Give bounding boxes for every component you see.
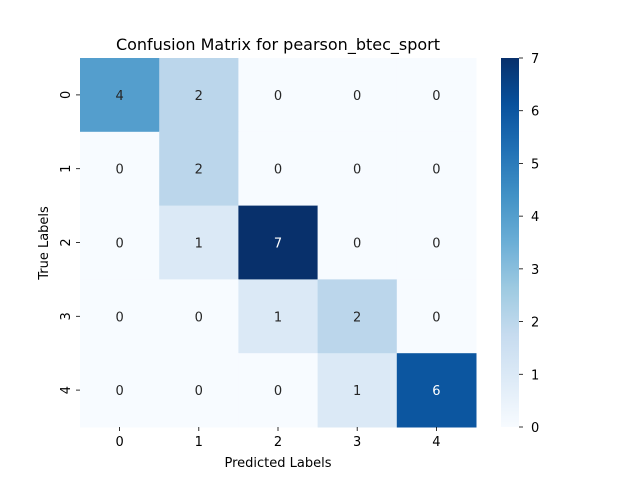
colorbar-tick-label: 7 [531, 52, 539, 67]
heatmap-cell [159, 131, 239, 207]
colorbar-tick-label: 5 [531, 157, 539, 172]
heatmap-cell [80, 205, 160, 280]
cell-value-label: 1 [274, 310, 282, 325]
cell-value-label: 0 [274, 384, 282, 399]
colorbar-tick-label: 4 [531, 210, 539, 225]
heatmap-cell [159, 58, 239, 133]
cell-value-label: 1 [195, 237, 203, 252]
cell-value-label: 1 [353, 384, 361, 399]
heatmap-cell [159, 353, 239, 428]
heatmap-cell [238, 58, 319, 133]
heatmap-cell [396, 279, 477, 354]
cell-value-label: 0 [432, 237, 440, 252]
cell-value-label: 0 [274, 163, 282, 178]
heatmap-cell [317, 131, 398, 207]
heatmap-cell [396, 131, 477, 207]
heatmap-cells [80, 58, 477, 428]
heatmap-cell [159, 279, 239, 354]
chart-title: Confusion Matrix for pearson_btec_sport [116, 35, 440, 55]
cell-value-label: 0 [432, 163, 440, 178]
cell-value-label: 7 [274, 237, 282, 252]
cell-value-label: 0 [115, 237, 123, 252]
heatmap-cell [238, 353, 319, 428]
heatmap-cell [396, 353, 477, 428]
cell-value-label: 2 [195, 163, 203, 178]
cell-value-label: 0 [353, 163, 361, 178]
heatmap-cell [238, 279, 319, 354]
y-tick-label: 4 [59, 386, 74, 394]
heatmap-cell [238, 205, 319, 280]
cell-value-label: 4 [115, 89, 123, 104]
y-axis-ticks: 0 1 2 3 4 [59, 91, 80, 394]
x-tick-label: 0 [115, 435, 123, 450]
heatmap-cell [238, 131, 319, 207]
y-tick-label: 2 [59, 238, 74, 246]
heatmap-cell [80, 353, 160, 428]
heatmap-cell [317, 58, 398, 133]
x-tick-label: 1 [195, 435, 203, 450]
colorbar [501, 58, 519, 427]
x-tick-label: 4 [432, 435, 440, 450]
cell-value-label: 0 [432, 89, 440, 104]
cell-value-label: 0 [195, 310, 203, 325]
y-tick-label: 3 [59, 312, 74, 320]
heatmap-cell [396, 205, 477, 280]
colorbar-tick-label: 3 [531, 263, 539, 278]
y-tick-label: 0 [59, 91, 74, 99]
heatmap-cell [80, 279, 160, 354]
cell-value-label: 0 [115, 163, 123, 178]
cell-value-label: 0 [353, 237, 361, 252]
cell-value-label: 6 [432, 384, 440, 399]
cell-value-label: 2 [353, 310, 361, 325]
colorbar-tick-label: 0 [531, 421, 539, 436]
cell-value-label: 0 [274, 89, 282, 104]
y-tick-label: 1 [59, 165, 74, 173]
cell-value-label: 0 [115, 310, 123, 325]
heatmap-cell [80, 58, 160, 133]
colorbar-tick-label: 2 [531, 316, 539, 331]
cell-value-label: 0 [353, 89, 361, 104]
heatmap-cell [317, 279, 398, 354]
heatmap-cell [159, 205, 239, 280]
y-axis-label: True Labels [37, 206, 52, 281]
heatmap-cell-labels: 4 2 0 0 0 0 2 0 0 0 0 1 7 0 0 0 0 1 2 0 0 0 0 1 6 [115, 89, 440, 399]
colorbar-tick-label: 1 [531, 368, 539, 383]
cell-value-label: 0 [195, 384, 203, 399]
heatmap-cell [80, 131, 160, 207]
x-axis-ticks: 0 1 2 3 4 [115, 427, 441, 450]
cell-value-label: 0 [432, 310, 440, 325]
heatmap-cell [317, 353, 398, 428]
cell-value-label: 2 [195, 89, 203, 104]
cell-value-label: 0 [115, 384, 123, 399]
x-tick-label: 3 [353, 435, 361, 450]
x-axis-label: Predicted Labels [224, 456, 331, 471]
colorbar-ticks: 0 1 2 3 4 5 6 7 [519, 52, 539, 436]
heatmap-cell [317, 205, 398, 280]
x-tick-label: 2 [274, 435, 282, 450]
heatmap-cell [396, 58, 477, 133]
colorbar-tick-label: 6 [531, 105, 539, 120]
